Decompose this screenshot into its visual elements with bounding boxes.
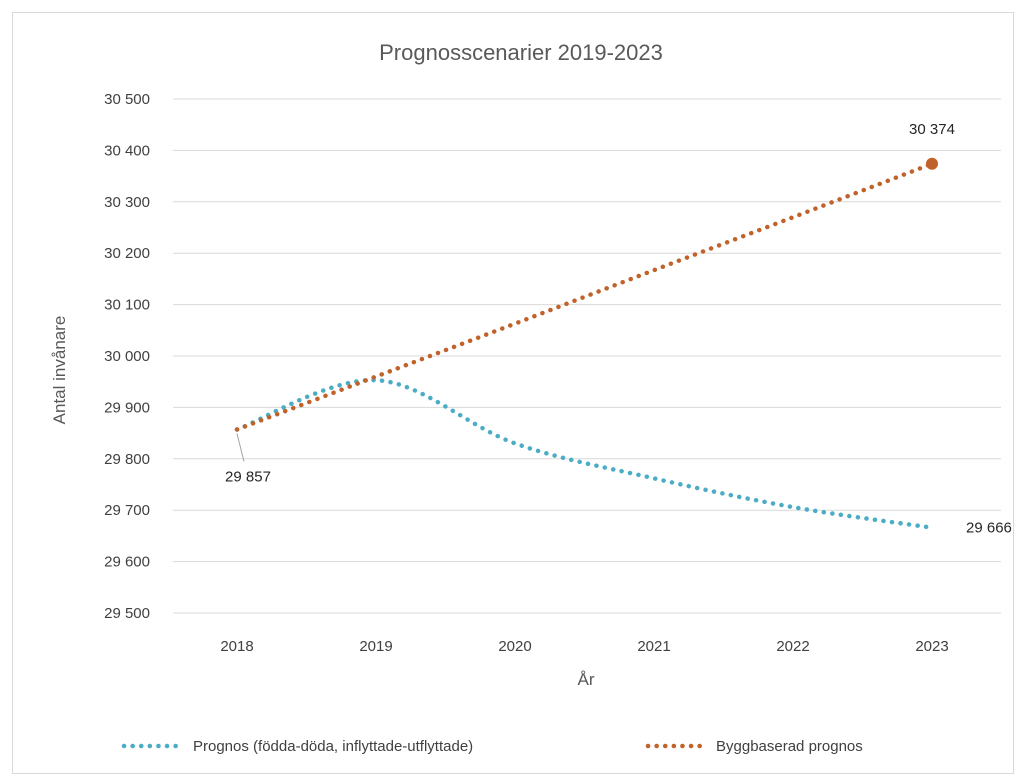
grid-lines	[173, 98, 1001, 614]
series-lines	[234, 157, 938, 530]
data-label-leader	[236, 433, 245, 462]
x-tick-label: 2018	[220, 638, 253, 655]
legend-label: Byggbaserad prognos	[716, 738, 863, 755]
x-tick-label: 2022	[776, 638, 809, 655]
y-tick-label: 30 100	[104, 297, 150, 314]
y-tick-label: 30 400	[104, 142, 150, 159]
legend-label: Prognos (födda-döda, inflyttade-utflytta…	[193, 738, 473, 755]
series-end-marker	[926, 157, 938, 170]
chart: Prognosscenarier 2019-2023 29 500 29 600 2…	[12, 12, 1014, 774]
x-tick-label: 2021	[637, 638, 670, 655]
y-tick-label: 29 500	[104, 605, 150, 622]
x-tick-label: 2020	[498, 638, 531, 655]
x-tick-label: 2023	[915, 638, 948, 655]
y-tick-label: 30 500	[104, 91, 150, 108]
data-label: 29 666	[966, 520, 1012, 537]
y-axis-ticks: 29 500 29 600 29 700 29 800 29 900 30 000 30 1…	[104, 91, 150, 622]
y-tick-label: 29 900	[104, 399, 150, 416]
y-tick-label: 29 700	[104, 502, 150, 519]
x-axis-ticks: 2018 2019 2020 2021 2022 2023	[220, 638, 948, 655]
x-axis-title: År	[578, 670, 595, 689]
series-line-prognos	[234, 377, 935, 530]
y-tick-label: 30 200	[104, 245, 150, 262]
chart-title: Prognosscenarier 2019-2023	[379, 40, 663, 65]
y-axis-title: Antal invånare	[50, 316, 69, 425]
y-tick-label: 29 800	[104, 451, 150, 468]
data-labels: 29 857 30 374 29 666	[225, 121, 1012, 537]
y-tick-label: 30 300	[104, 194, 150, 211]
data-label: 29 857	[225, 469, 271, 486]
y-tick-label: 29 600	[104, 554, 150, 571]
y-tick-label: 30 000	[104, 348, 150, 365]
data-label: 30 374	[909, 121, 955, 138]
series-line-byggbaserad	[234, 161, 935, 432]
x-tick-label: 2019	[359, 638, 392, 655]
legend: Prognos (födda-döda, inflyttade-utflytta…	[121, 738, 863, 755]
